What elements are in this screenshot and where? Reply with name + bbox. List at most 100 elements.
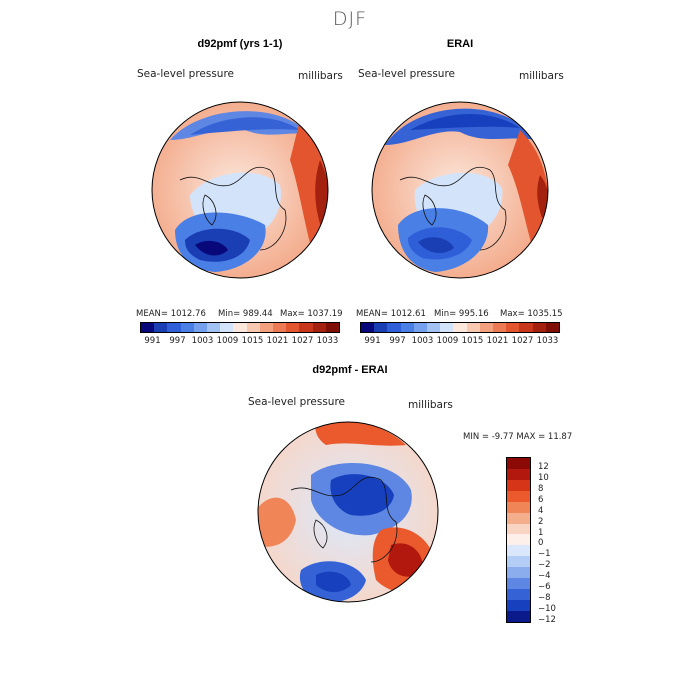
right-colorbar-swatch — [387, 323, 401, 332]
diff-colorbar-swatch — [507, 567, 530, 579]
right-colorbar — [360, 322, 560, 333]
left-colorbar-swatch — [273, 323, 287, 332]
right-colorbar-swatch — [519, 323, 533, 332]
left-colorbar-tick-label: 1027 — [291, 336, 314, 346]
right-panel-title: ERAI — [446, 38, 474, 50]
left-colorbar-tick-label: 1033 — [316, 336, 339, 346]
diff-colorbar-swatch — [507, 523, 530, 535]
left-colorbar-swatch — [141, 323, 155, 332]
diff-colorbar-tick-label: −10 — [538, 603, 556, 614]
left-colorbar-swatch — [180, 323, 194, 332]
diff-colorbar-ticks: 12 10 8 6 4 2 1 0 −1 −2 −4 −6 −8 −10 −12 — [538, 462, 578, 626]
left-stat-min: Min= 989.44 — [218, 309, 273, 319]
right-colorbar-swatch — [453, 323, 467, 332]
diff-colorbar-tick-label: −6 — [538, 582, 551, 593]
right-colorbar-tick-label: 1021 — [486, 336, 509, 346]
right-colorbar-swatch — [413, 323, 428, 332]
main-title: DJF — [332, 8, 368, 30]
diff-colorbar-swatch — [507, 512, 530, 524]
diff-polar-map — [257, 421, 439, 603]
right-colorbar-swatch — [506, 323, 520, 332]
left-colorbar — [140, 322, 340, 333]
left-polar-map — [151, 101, 329, 279]
left-colorbar-swatch — [246, 323, 260, 332]
left-panel-title: d92pmf (yrs 1-1) — [197, 38, 283, 50]
left-stat-max: Max= 1037.19 — [280, 309, 343, 319]
right-colorbar-swatch — [532, 323, 546, 332]
diff-colorbar-tick-label: 1 — [538, 527, 544, 538]
diff-colorbar-swatch — [507, 589, 530, 600]
left-colorbar-swatch — [233, 323, 247, 332]
diff-panel-title: d92pmf - ERAI — [312, 364, 388, 376]
diff-colorbar-tick-label: 8 — [538, 483, 544, 494]
diff-colorbar-swatch — [507, 578, 530, 590]
diff-colorbar-tick-label: −4 — [538, 571, 551, 582]
diff-colorbar-tick-label: 12 — [538, 462, 549, 472]
diff-colorbar-tick-label: 2 — [538, 516, 544, 527]
diff-colorbar-swatch — [507, 468, 530, 480]
diff-colorbar-swatch — [507, 534, 530, 546]
diff-colorbar-tick-label: 6 — [538, 494, 544, 505]
diff-colorbar-tick-label: −12 — [538, 614, 556, 625]
diff-colorbar-tick-label: 10 — [538, 472, 549, 483]
left-colorbar-tick-label: 997 — [169, 336, 186, 346]
left-colorbar-swatch — [325, 323, 340, 332]
left-variable-label: Sea-level pressure — [137, 68, 235, 80]
right-colorbar-tick-label: 991 — [364, 336, 381, 346]
diff-colorbar-swatch — [507, 490, 530, 502]
right-stat-min: Min= 995.16 — [434, 309, 489, 319]
diff-colorbar — [506, 457, 531, 623]
diff-colorbar-swatch — [507, 479, 530, 491]
left-units-label: millibars — [298, 70, 343, 82]
left-colorbar-tick-label: 991 — [144, 336, 161, 346]
right-colorbar-swatch — [466, 323, 480, 332]
diff-colorbar-swatch — [507, 556, 530, 568]
diff-colorbar-swatch — [507, 599, 530, 611]
left-colorbar-tick-label: 1021 — [266, 336, 289, 346]
right-colorbar-swatch — [361, 323, 375, 332]
right-polar-map — [371, 101, 549, 279]
right-colorbar-swatch — [427, 323, 441, 332]
left-colorbar-tick-label: 1015 — [241, 336, 264, 346]
right-colorbar-ticks: 991 997 1003 1009 1015 1021 1027 1033 — [360, 336, 560, 346]
diff-variable-label: Sea-level pressure — [248, 396, 346, 408]
diff-colorbar-tick-label: 4 — [538, 505, 544, 516]
left-colorbar-ticks: 991 997 1003 1009 1015 1021 1027 1033 — [140, 336, 340, 346]
right-variable-label: Sea-level pressure — [358, 68, 456, 80]
diff-colorbar-swatch — [507, 458, 530, 469]
left-colorbar-swatch — [220, 323, 234, 332]
left-colorbar-swatch — [299, 323, 313, 332]
left-colorbar-swatch — [207, 323, 221, 332]
right-colorbar-tick-label: 1003 — [411, 336, 434, 346]
diff-colorbar-tick-label: −1 — [538, 549, 551, 560]
left-colorbar-swatch — [154, 323, 168, 332]
left-colorbar-tick-label: 1003 — [191, 336, 214, 346]
left-colorbar-tick-label: 1009 — [216, 336, 239, 346]
right-colorbar-swatch — [374, 323, 388, 332]
right-colorbar-tick-label: 1027 — [511, 336, 534, 346]
right-colorbar-tick-label: 1009 — [436, 336, 459, 346]
diff-colorbar-swatch — [507, 501, 530, 513]
diff-colorbar-tick-label: 0 — [538, 538, 544, 549]
right-colorbar-tick-label: 1033 — [536, 336, 559, 346]
left-colorbar-swatch — [193, 323, 208, 332]
right-colorbar-tick-label: 997 — [389, 336, 406, 346]
diff-colorbar-tick-label: −8 — [538, 593, 551, 604]
right-stat-max: Max= 1035.15 — [500, 309, 563, 319]
right-colorbar-swatch — [493, 323, 507, 332]
diff-colorbar-swatch — [507, 610, 530, 622]
diff-units-label: millibars — [408, 399, 453, 411]
right-colorbar-swatch — [479, 323, 494, 332]
left-colorbar-swatch — [259, 323, 274, 332]
right-units-label: millibars — [519, 70, 564, 82]
left-colorbar-swatch — [286, 323, 300, 332]
right-colorbar-swatch — [400, 323, 414, 332]
left-colorbar-swatch — [312, 323, 326, 332]
right-colorbar-tick-label: 1015 — [461, 336, 484, 346]
diff-colorbar-tick-label: −2 — [538, 560, 551, 571]
diff-colorbar-swatch — [507, 545, 530, 557]
right-stat-mean: MEAN= 1012.61 — [356, 309, 426, 319]
diff-stats: MIN = -9.77 MAX = 11.87 — [463, 432, 573, 442]
left-colorbar-swatch — [167, 323, 181, 332]
right-colorbar-swatch — [545, 323, 560, 332]
